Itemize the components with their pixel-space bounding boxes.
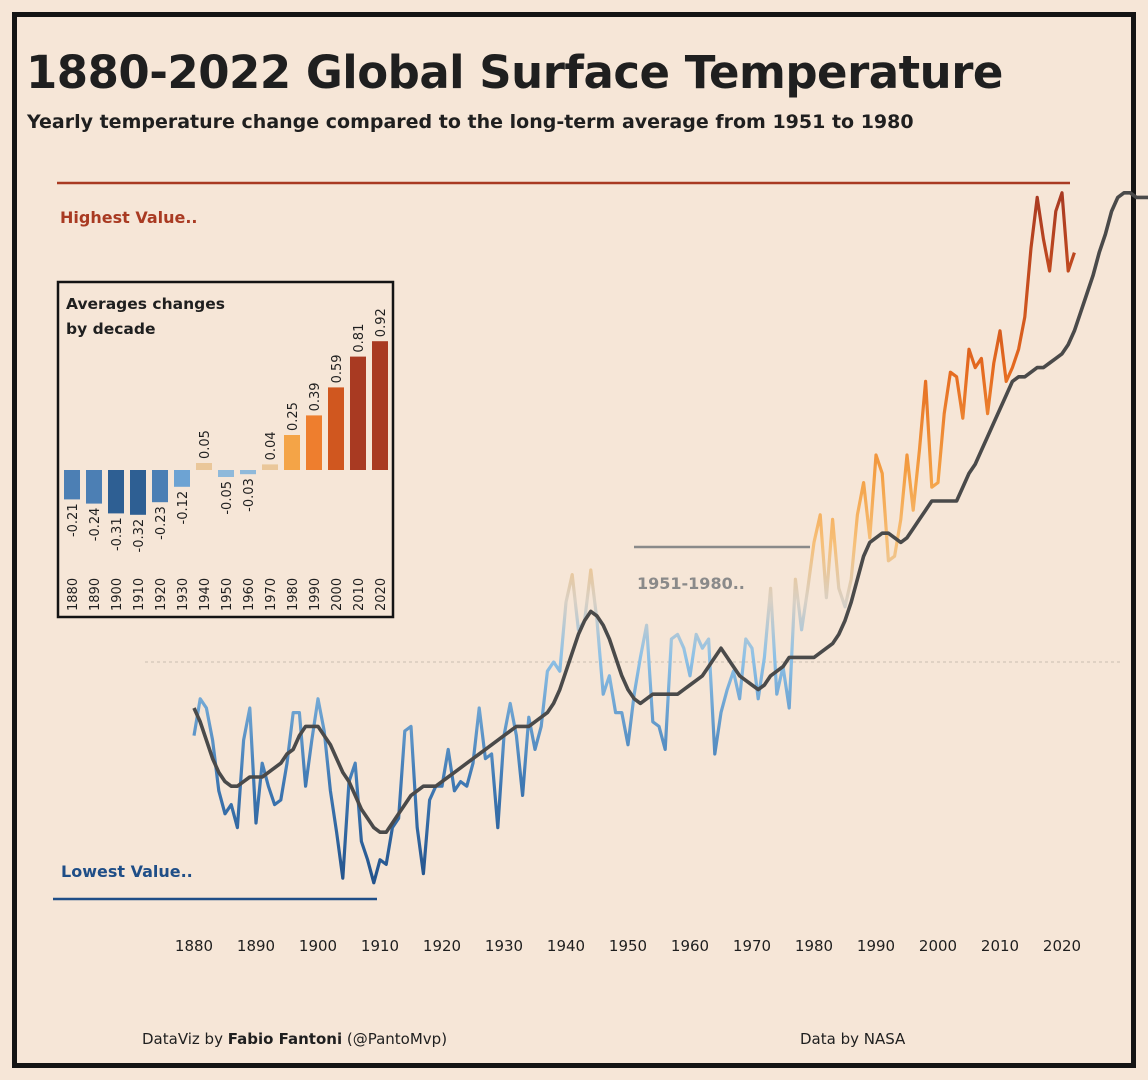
decade-category-label: 1950: [220, 578, 235, 611]
x-tick-label: 1970: [733, 937, 771, 955]
decade-category-label: 1880: [66, 578, 81, 611]
decade-value-label: -0.05: [220, 481, 235, 515]
decade-value-label: 0.25: [286, 402, 301, 431]
decade-category-label: 2010: [352, 578, 367, 611]
decade-value-label: -0.24: [88, 508, 103, 542]
x-axis: 1880 1890 1900 1910 1920 1930 1940 1950 1960 1970…: [175, 937, 1081, 955]
x-tick-label: 1880: [175, 937, 213, 955]
x-tick-label: 1930: [485, 937, 523, 955]
x-tick-label: 2000: [919, 937, 957, 955]
decade-value-label: -0.21: [66, 503, 81, 537]
x-tick-label: 1940: [547, 937, 585, 955]
decade-category-label: 1990: [308, 578, 323, 611]
decade-category-label: 1920: [154, 578, 169, 611]
credit-prefix: DataViz by: [142, 1030, 228, 1048]
decade-value-label: -0.23: [154, 506, 169, 540]
decade-bar-2020: [372, 341, 388, 470]
decade-value-label: 0.59: [330, 354, 345, 383]
decade-value-label: -0.03: [242, 478, 257, 512]
decade-category-label: 1930: [176, 578, 191, 611]
decade-category-label: 2020: [374, 578, 389, 611]
x-tick-label: 1890: [237, 937, 275, 955]
page-subtitle: Yearly temperature change compared to th…: [27, 111, 914, 133]
x-tick-label: 1980: [795, 937, 833, 955]
decade-category-label: 1910: [132, 578, 147, 611]
decade-bar-1970: [262, 464, 278, 470]
x-tick-label: 1990: [857, 937, 895, 955]
decade-category-label: 1960: [242, 578, 257, 611]
smoothed-trend-line: [192, 191, 1148, 834]
decade-category-label: 2000: [330, 578, 345, 611]
decade-category-label: 1900: [110, 578, 125, 611]
decade-bar-1960: [240, 470, 256, 475]
decade-bar-1930: [174, 470, 190, 487]
decade-category-label: 1980: [286, 578, 301, 611]
lowest-value-label: Lowest Value..: [61, 862, 193, 881]
x-tick-label: 1900: [299, 937, 337, 955]
x-tick-label: 2010: [981, 937, 1019, 955]
footer-source: Data by NASA: [800, 1030, 906, 1048]
decade-value-label: -0.31: [110, 517, 125, 551]
decade-value-label: -0.32: [132, 519, 147, 553]
decade-value-label: -0.12: [176, 491, 191, 525]
decade-bar-1950: [218, 470, 234, 477]
decade-value-label: 0.39: [308, 382, 323, 411]
decade-bar-1980: [284, 435, 300, 470]
page-title: 1880-2022 Global Surface Temperature: [26, 46, 1003, 99]
annual-anomaly-line: [192, 191, 1076, 885]
credit-author: Fabio Fantoni: [227, 1030, 343, 1048]
highest-value-label: Highest Value..: [60, 208, 198, 227]
x-tick-label: 2020: [1043, 937, 1081, 955]
baseline-period-label: 1951-1980..: [637, 574, 745, 593]
decade-category-label: 1970: [264, 578, 279, 611]
decade-bar-2000: [328, 387, 344, 470]
decade-value-label: 0.04: [264, 431, 279, 460]
footer-credit: DataViz by Fabio Fantoni (@PantoMvp): [142, 1030, 447, 1048]
decade-bar-1880: [64, 470, 80, 500]
decade-value-label: 0.05: [198, 430, 213, 459]
decade-bar-1990: [306, 415, 322, 470]
decade-bar-1910: [130, 470, 146, 515]
x-tick-label: 1920: [423, 937, 461, 955]
decade-bar-1900: [108, 470, 124, 514]
x-tick-label: 1950: [609, 937, 647, 955]
decade-inset: Averages changes by decade -0.21 1880 -0.2…: [56, 280, 395, 619]
decade-bar-1940: [196, 463, 212, 470]
x-tick-label: 1910: [361, 937, 399, 955]
decade-inset-title: Averages changes by decade: [66, 295, 230, 338]
decade-value-label: 0.92: [374, 308, 389, 337]
decade-bar-2010: [350, 356, 366, 470]
decade-bar-1890: [86, 470, 102, 504]
decade-bar-1920: [152, 470, 168, 503]
decade-category-label: 1890: [88, 578, 103, 611]
credit-handle: (@PantoMvp): [342, 1030, 448, 1048]
x-tick-label: 1960: [671, 937, 709, 955]
decade-value-label: 0.81: [352, 324, 367, 353]
decade-category-label: 1940: [198, 578, 213, 611]
